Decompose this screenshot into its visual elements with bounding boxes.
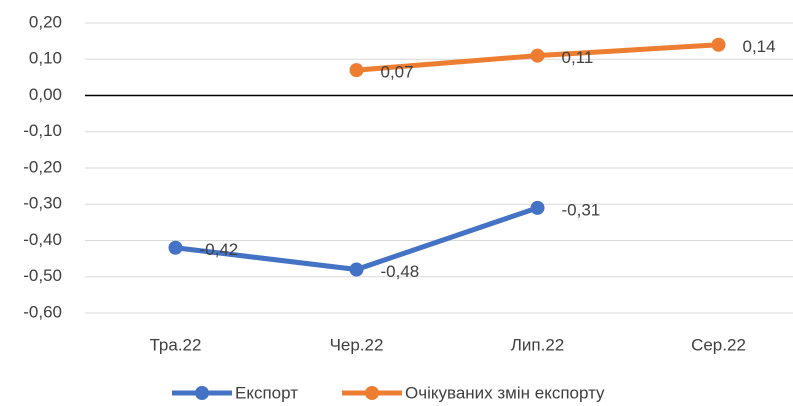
series-line (175, 205, 539, 272)
y-tick-label: -0,10 (23, 121, 62, 140)
data-label: -0,42 (200, 240, 239, 259)
point (711, 37, 726, 52)
legend-marker (365, 386, 379, 400)
data-label: 0,14 (743, 37, 776, 56)
legend-label: Очікуваних змін експорту (405, 383, 605, 402)
legend-marker (195, 386, 209, 400)
point (168, 240, 183, 255)
data-label: 0,07 (381, 63, 414, 82)
point (349, 262, 364, 277)
x-tick-label: Сер.22 (691, 335, 746, 354)
y-tick-label: 0,00 (29, 85, 62, 104)
y-tick-label: 0,10 (29, 49, 62, 68)
point (530, 200, 545, 215)
y-tick-label: 0,20 (29, 12, 62, 31)
x-tick-label: Тра.22 (150, 335, 202, 354)
data-label: 0,11 (562, 48, 594, 67)
y-tick-label: -0,30 (23, 194, 62, 213)
y-tick-label: -0,60 (23, 302, 62, 321)
x-tick-label: Чер.22 (330, 335, 384, 354)
point (349, 63, 364, 78)
data-label: -0,31 (562, 200, 601, 219)
x-tick-label: Лип.22 (511, 335, 565, 354)
y-tick-label: -0,40 (23, 230, 62, 249)
point (530, 48, 545, 63)
y-tick-label: -0,20 (23, 157, 62, 176)
data-label: -0,48 (381, 262, 420, 281)
legend-label: Експорт (235, 383, 298, 402)
y-tick-label: -0,50 (23, 266, 62, 285)
